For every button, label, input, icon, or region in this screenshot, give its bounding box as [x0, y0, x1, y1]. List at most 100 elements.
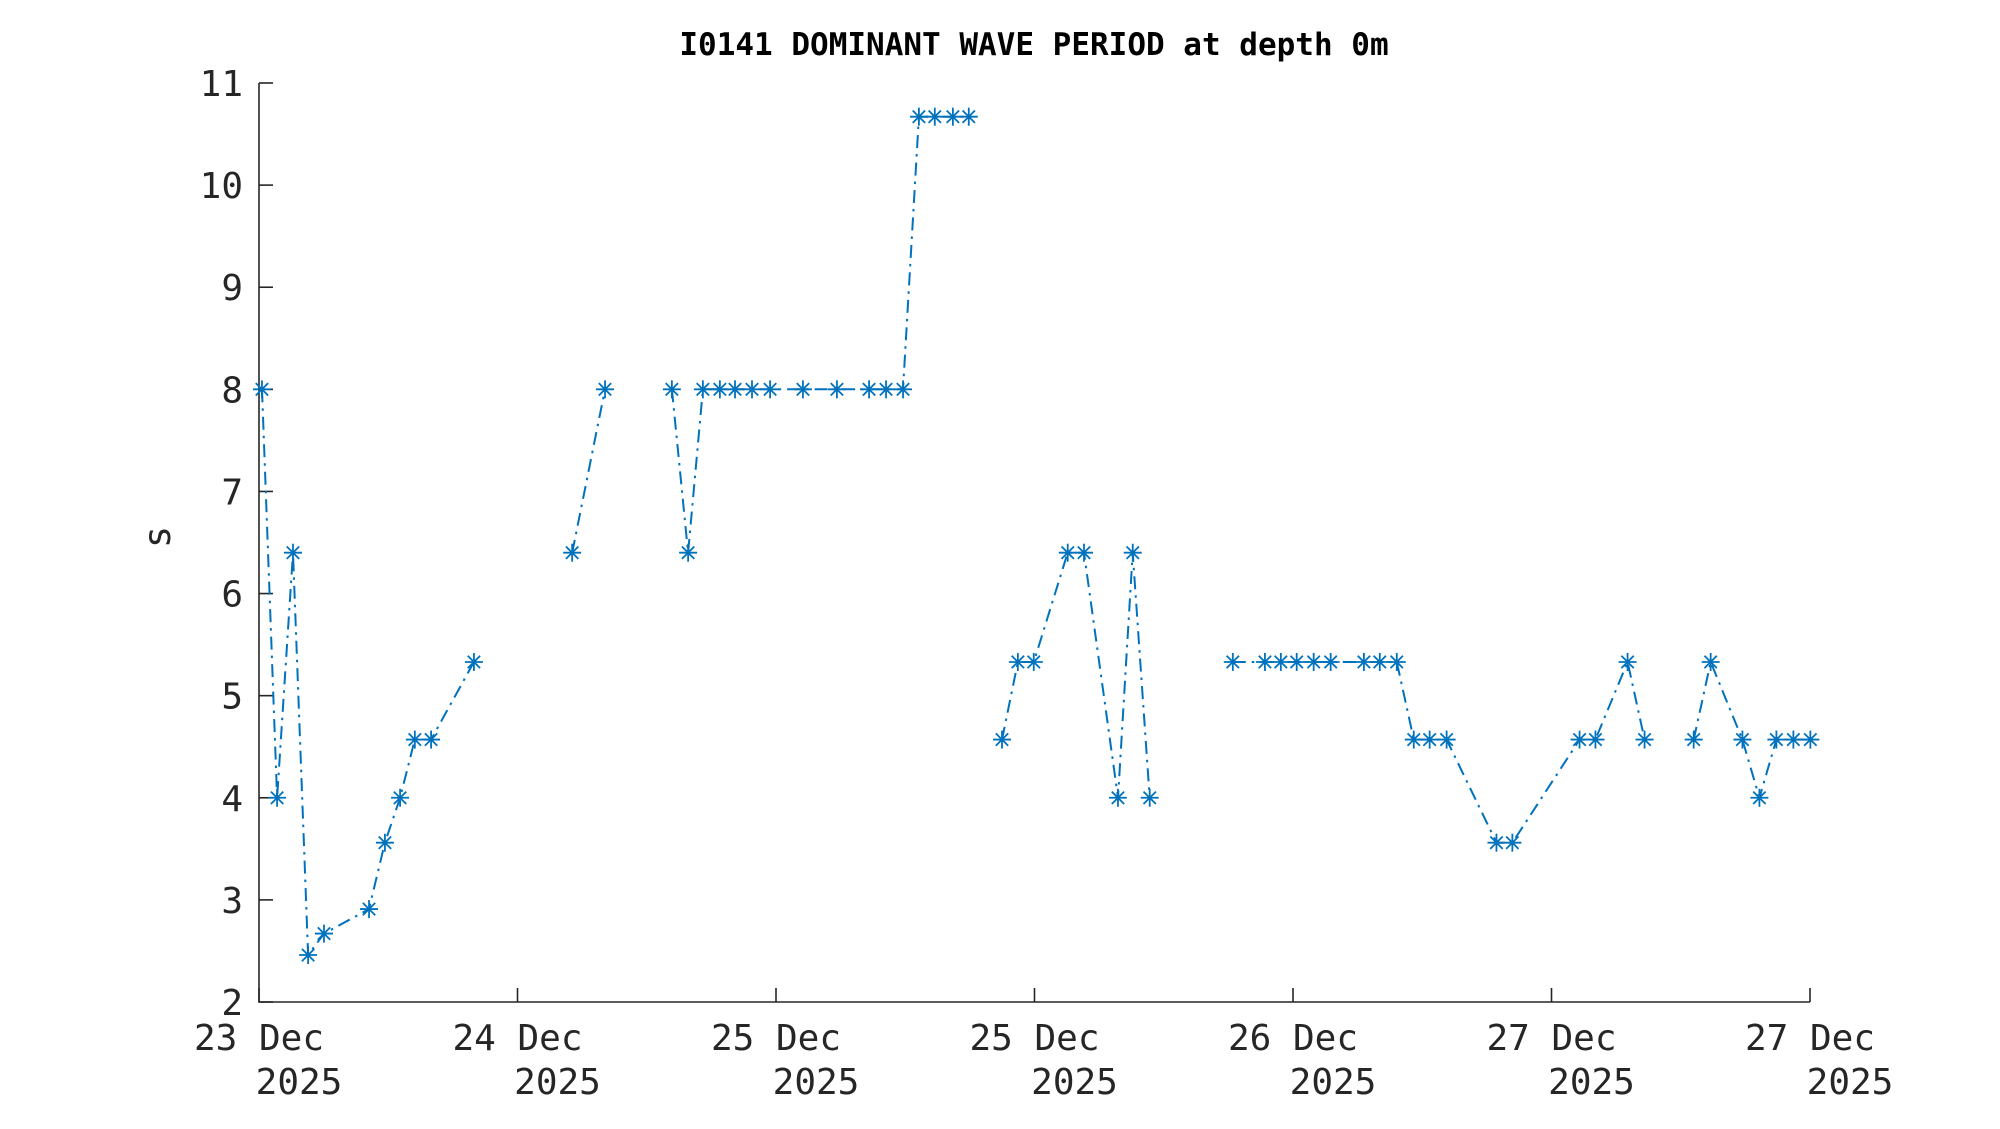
data-point-marker — [1354, 652, 1373, 671]
data-point-marker — [1223, 652, 1242, 671]
data-point-marker — [1321, 652, 1340, 671]
data-point-marker — [726, 380, 745, 399]
axes — [258, 83, 1810, 1003]
data-point-marker — [1123, 543, 1142, 562]
data-point-marker — [1784, 730, 1803, 749]
series-line-segment — [670, 115, 969, 553]
y-ticks: 2 3 4 5 6 7 8 9 10 11 — [200, 64, 273, 1024]
y-tick-label: 7 — [221, 472, 243, 513]
data-point-marker — [710, 380, 729, 399]
data-point-marker — [1008, 652, 1027, 671]
data-point-marker — [1287, 652, 1306, 671]
x-tick-label: 26 Dec — [1228, 1018, 1358, 1059]
y-tick-label: 6 — [221, 575, 243, 616]
data-point-marker — [662, 380, 681, 399]
y-tick-label: 10 — [200, 166, 243, 207]
data-point-marker — [1586, 730, 1605, 749]
data-point-marker — [1058, 543, 1077, 562]
y-tick-label: 8 — [221, 370, 243, 411]
data-point-marker — [1074, 543, 1093, 562]
data-point-marker — [1750, 788, 1769, 807]
series-line-segment — [1692, 658, 1811, 802]
data-point-marker — [1404, 730, 1423, 749]
x-tick-year: 2025 — [773, 1062, 860, 1103]
x-tick-label: 25 Dec — [969, 1018, 1099, 1059]
data-point-marker — [1370, 652, 1389, 671]
data-point-marker — [1635, 730, 1654, 749]
data-point-marker — [793, 380, 812, 399]
data-point-marker — [1140, 788, 1159, 807]
y-axis-label: s — [136, 526, 179, 548]
data-point-marker — [405, 730, 424, 749]
data-point-marker — [693, 380, 712, 399]
data-point-marker — [909, 107, 928, 126]
data-point-marker — [1420, 730, 1439, 749]
data-point-marker — [860, 380, 879, 399]
data-point-marker — [1733, 730, 1752, 749]
data-point-marker — [360, 900, 379, 919]
y-tick-label: 2 — [221, 983, 243, 1024]
series-line-segment — [261, 389, 475, 958]
data-point-marker — [563, 543, 582, 562]
data-point-marker — [1387, 652, 1406, 671]
y-tick-label: 3 — [221, 881, 243, 922]
data-point-marker — [299, 946, 318, 965]
data-point-marker — [314, 924, 333, 943]
x-tick-year: 2025 — [1548, 1062, 1635, 1103]
data-point-marker — [993, 730, 1012, 749]
data-point-marker — [1024, 652, 1043, 671]
x-tick-label: 25 Dec — [711, 1018, 841, 1059]
y-tick-label: 9 — [221, 268, 243, 309]
chart-title: I0141 DOMINANT WAVE PERIOD at depth 0m — [679, 27, 1388, 63]
data-point-marker — [283, 543, 302, 562]
x-tick-year: 2025 — [1290, 1062, 1377, 1103]
x-tick-label: 23 Dec — [194, 1018, 324, 1059]
data-point-marker — [1437, 730, 1456, 749]
data-point-marker — [877, 380, 896, 399]
x-tick-year: 2025 — [256, 1062, 343, 1103]
data-point-marker — [894, 380, 913, 399]
data-point-marker — [761, 380, 780, 399]
data-point-marker — [268, 788, 287, 807]
data-point-marker — [596, 380, 615, 399]
data-point-marker — [422, 730, 441, 749]
data-point-marker — [1701, 652, 1720, 671]
axis-lines — [258, 83, 1810, 1003]
data-point-marker — [1570, 730, 1589, 749]
data-point-marker — [1767, 730, 1786, 749]
data-series — [252, 107, 1820, 965]
data-point-marker — [375, 833, 394, 852]
data-point-marker — [827, 380, 846, 399]
data-point-marker — [464, 652, 483, 671]
y-tick-label: 5 — [221, 677, 243, 718]
data-point-marker — [943, 107, 962, 126]
data-point-marker — [1108, 788, 1127, 807]
data-point-marker — [959, 107, 978, 126]
data-point-marker — [1304, 652, 1323, 671]
series-line-segment — [1001, 551, 1151, 798]
data-point-marker — [1487, 833, 1506, 852]
x-tick-year: 2025 — [1031, 1062, 1118, 1103]
data-point-marker — [679, 543, 698, 562]
x-tick-label: 27 Dec — [1486, 1018, 1616, 1059]
data-point-marker — [391, 788, 410, 807]
data-point-marker — [1503, 833, 1522, 852]
x-tick-year: 2025 — [1807, 1062, 1894, 1103]
data-point-marker — [252, 380, 271, 399]
x-tick-year: 2025 — [514, 1062, 601, 1103]
data-point-marker — [1684, 730, 1703, 749]
y-tick-label: 4 — [221, 779, 243, 820]
data-point-marker — [1271, 652, 1290, 671]
data-point-marker — [742, 380, 761, 399]
data-point-marker — [1618, 652, 1637, 671]
series-line-segment — [571, 389, 606, 553]
data-point-marker — [925, 107, 944, 126]
x-tick-label: 27 Dec — [1745, 1018, 1875, 1059]
data-point-marker — [1801, 730, 1820, 749]
series-line-segment — [1232, 658, 1646, 844]
y-tick-label: 11 — [200, 64, 243, 105]
x-tick-label: 24 Dec — [452, 1018, 582, 1059]
